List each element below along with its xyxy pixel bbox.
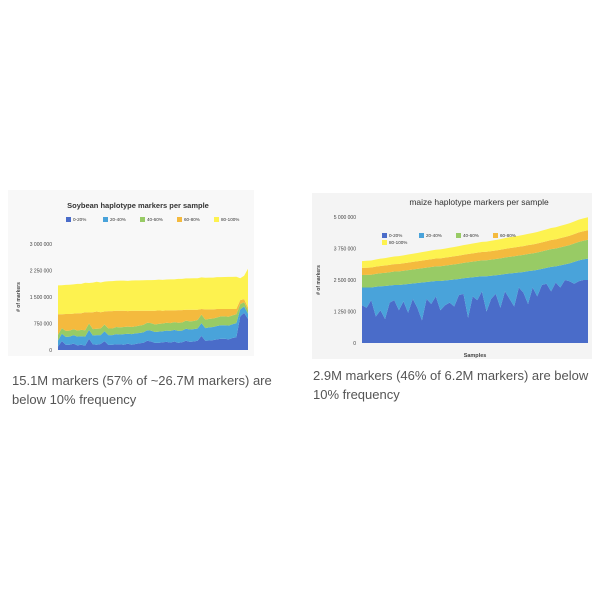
chart-title: maize haplotype markers per sample: [409, 197, 549, 207]
y-tick-label: 3 750 000: [334, 246, 356, 252]
y-tick-label: 2 500 000: [334, 278, 356, 284]
maize-chart-panel: 0 1 250 000 2 500 000 3 750 000 5 000 000 mai…: [312, 193, 592, 359]
y-axis-label: # of markers: [316, 265, 322, 295]
area-series-0-20pct: [58, 312, 248, 350]
area-series-80-100pct: [58, 268, 248, 315]
legend-label: 20-40%: [110, 217, 126, 222]
y-tick-label: 2 250 000: [30, 268, 52, 274]
legend-label: 80-100%: [221, 217, 239, 222]
y-tick-label: 5 000 000: [334, 215, 356, 221]
legend-swatch: [214, 217, 219, 222]
legend-swatch: [493, 233, 498, 238]
legend-swatch: [177, 217, 182, 222]
legend-swatch: [140, 217, 145, 222]
legend-swatch: [66, 217, 71, 222]
legend-label: 20-40%: [426, 233, 442, 238]
legend-label: 40-60%: [463, 233, 479, 238]
y-tick-label: 1 500 000: [30, 295, 52, 301]
legend-label: 60-80%: [500, 233, 516, 238]
soybean-chart-panel: 0 750 000 1 500 000 2 250 000 3 000 000 Soybe…: [8, 190, 254, 356]
legend-label: 60-80%: [184, 217, 200, 222]
legend-label: 40-60%: [147, 217, 163, 222]
y-tick-label: 1 250 000: [334, 309, 356, 315]
legend-swatch: [419, 233, 424, 238]
y-axis-label: # of markers: [16, 282, 22, 312]
legend-swatch: [456, 233, 461, 238]
maize-chart: 0 1 250 000 2 500 000 3 750 000 5 000 000 mai…: [316, 197, 588, 359]
y-tick-label: 3 000 000: [30, 242, 52, 248]
y-tick-label: 750 000: [34, 321, 52, 327]
chart-title: Soybean haplotype markers per sample: [67, 201, 209, 210]
legend-label: 0-20%: [73, 217, 86, 222]
x-axis-label: Samples: [464, 353, 487, 359]
soybean-chart: 0 750 000 1 500 000 2 250 000 3 000 000 Soybe…: [16, 201, 248, 354]
area-series-60-80pct: [58, 299, 248, 335]
area-series-40-60pct: [362, 239, 588, 288]
legend-swatch: [382, 240, 387, 245]
area-series-20-40pct: [362, 258, 588, 321]
y-tick-label: 0: [49, 348, 52, 354]
legend-swatch: [103, 217, 108, 222]
maize-caption: 2.9M markers (46% of 6.2M markers) are b…: [313, 368, 589, 402]
soybean-caption: 15.1M markers (57% of ~26.7M markers) ar…: [12, 373, 272, 407]
area-series-0-20pct: [362, 280, 588, 343]
area-series-40-60pct: [58, 302, 248, 341]
legend-swatch: [382, 233, 387, 238]
y-tick-label: 0: [353, 341, 356, 347]
area-series-20-40pct: [58, 306, 248, 347]
legend-label: 80-100%: [389, 240, 407, 245]
area-series-80-100pct: [362, 217, 588, 268]
area-series-60-80pct: [362, 230, 588, 275]
legend-label: 0-20%: [389, 233, 402, 238]
